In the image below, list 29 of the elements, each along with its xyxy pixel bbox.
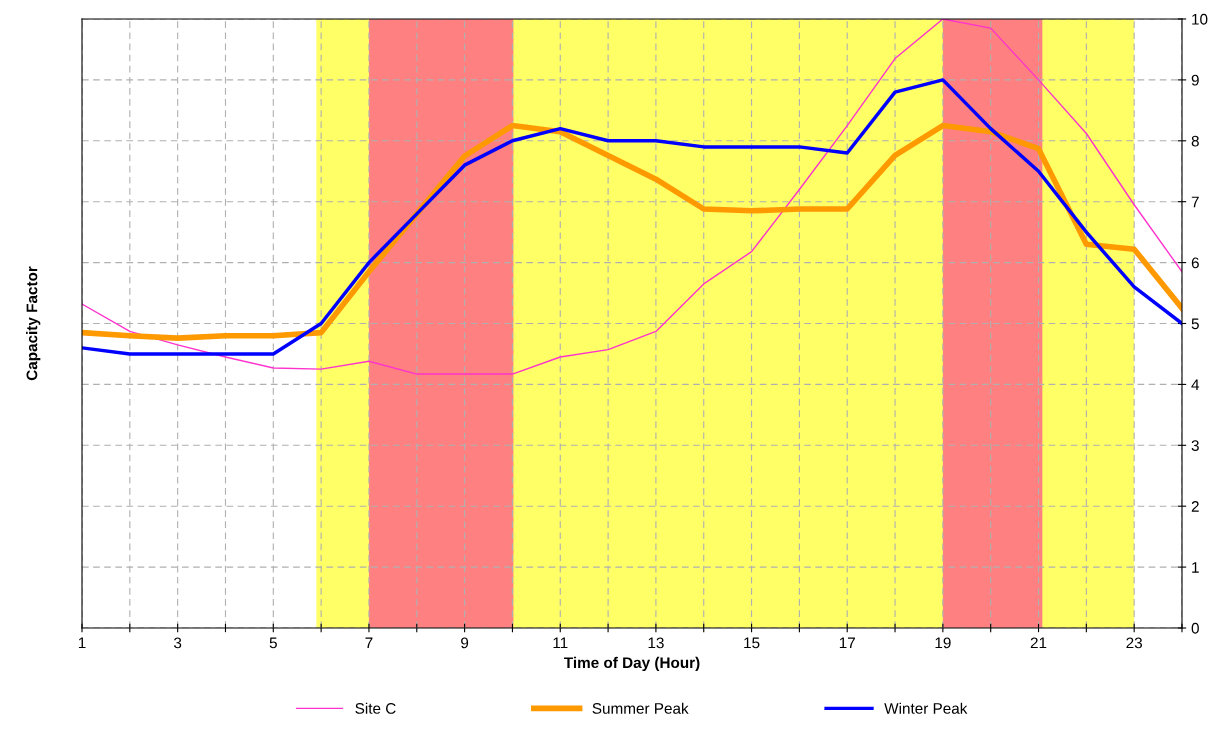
- x-tick-label: 19: [935, 637, 951, 649]
- y-tick-label: 5: [1191, 318, 1199, 330]
- x-tick-label: 23: [1126, 637, 1142, 649]
- y-tick-label: 1: [1192, 562, 1199, 573]
- x-axis-title: Time of Day (Hour): [563, 656, 700, 672]
- x-tick-label: 17: [839, 637, 855, 649]
- x-tick-label: 5: [269, 637, 277, 649]
- legend-label: Site C: [355, 702, 396, 714]
- x-tick-label: 11: [553, 637, 568, 649]
- legend-label: Summer Peak: [592, 702, 689, 714]
- y-axis-title: Capacity Factor: [26, 266, 41, 381]
- y-tick-label: 2: [1191, 501, 1199, 512]
- y-tick-label: 6: [1191, 257, 1199, 269]
- y-tick-label: 4: [1191, 379, 1200, 390]
- legend-label: Winter Peak: [884, 702, 968, 714]
- y-tick-label: 9: [1191, 74, 1199, 86]
- x-tick-label: 3: [173, 637, 182, 649]
- x-tick-label: 15: [744, 637, 760, 649]
- y-tick-label: 3: [1191, 440, 1199, 451]
- y-tick-label: 10: [1192, 13, 1208, 25]
- y-tick-label: 7: [1191, 196, 1199, 208]
- x-tick-label: 7: [365, 637, 373, 649]
- line-series: [82, 78, 1182, 356]
- x-tick-label: 21: [1030, 637, 1047, 649]
- y-tick-label: 0: [1191, 622, 1199, 634]
- x-tick-label: 13: [648, 637, 664, 649]
- y-tick-label: 8: [1191, 135, 1199, 147]
- x-tick-label: 9: [461, 637, 469, 649]
- x-tick-label: 1: [78, 637, 86, 649]
